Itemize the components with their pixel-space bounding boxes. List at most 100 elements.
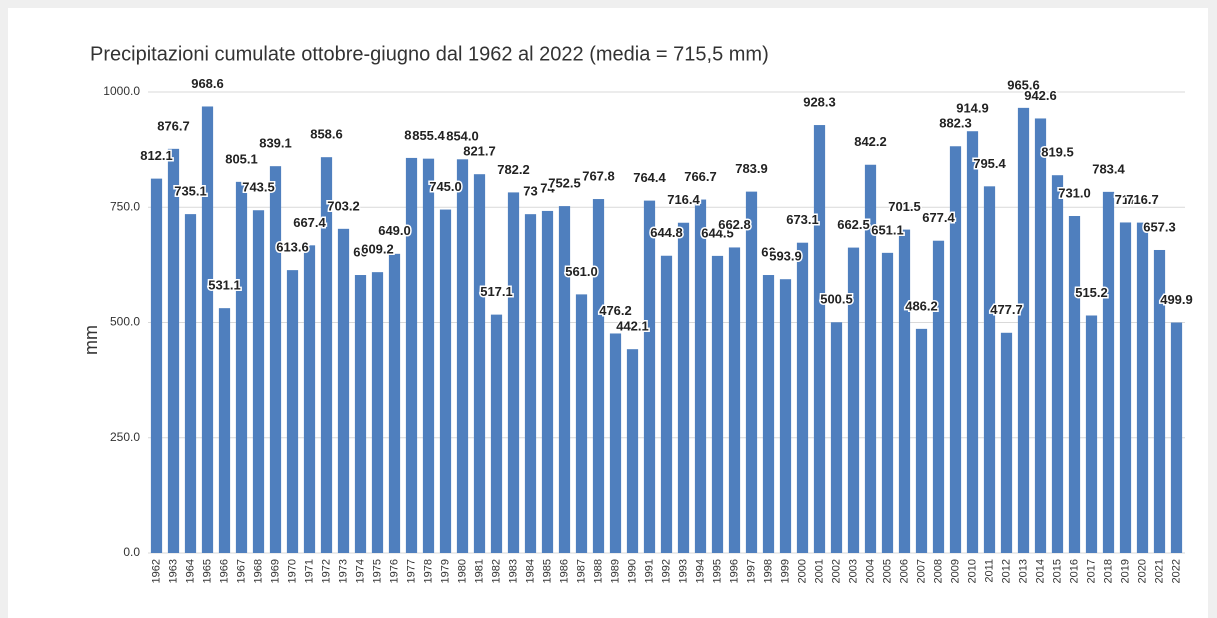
data-label: 914.9 [956, 101, 989, 116]
data-label: 644.5 [701, 225, 734, 240]
data-label: 855.4 [412, 128, 445, 143]
bar [864, 164, 877, 554]
bar [490, 314, 503, 553]
y-tick-label: 750.0 [110, 199, 140, 213]
x-tick-label: 2003 [847, 559, 859, 583]
bar [694, 199, 707, 553]
bar [1136, 222, 1149, 553]
data-label: 731.0 [1058, 185, 1091, 200]
x-tick-label: 1996 [728, 559, 740, 583]
bar [898, 229, 911, 553]
x-tick-label: 1965 [201, 559, 213, 583]
x-tick-label: 2021 [1153, 559, 1165, 583]
x-tick-label: 1991 [643, 559, 655, 583]
bar [915, 328, 928, 553]
x-tick-label: 2012 [1000, 559, 1012, 583]
bar [1034, 118, 1047, 554]
bar [1000, 332, 1013, 553]
bar [983, 186, 996, 553]
x-tick-label: 1999 [779, 559, 791, 583]
data-label: 442.1 [616, 319, 649, 334]
data-label: 716.7 [1126, 192, 1159, 207]
bar [167, 148, 180, 553]
bar [847, 247, 860, 553]
x-tick-label: 1968 [252, 559, 264, 583]
x-tick-label: 2013 [1017, 559, 1029, 583]
bar [1119, 222, 1132, 553]
bar [1051, 175, 1064, 553]
x-tick-label: 1988 [592, 559, 604, 583]
bar [541, 210, 554, 554]
bar [728, 247, 741, 553]
bar [1170, 322, 1183, 553]
bar [439, 209, 452, 553]
data-label: 965.6 [1007, 77, 1040, 92]
bar [150, 178, 163, 554]
x-tick-label: 1984 [524, 559, 536, 583]
data-label: 500.5 [820, 292, 853, 307]
bar [252, 210, 265, 553]
data-label: 593.9 [769, 249, 802, 264]
bar [762, 275, 775, 553]
bar [507, 192, 520, 553]
bar [1102, 191, 1115, 553]
bar [1153, 249, 1166, 554]
data-label: 477.7 [990, 302, 1023, 317]
x-tick-label: 1998 [762, 559, 774, 583]
bar [371, 272, 384, 553]
x-tick-label: 1967 [235, 559, 247, 583]
x-tick-label: 1970 [286, 559, 298, 583]
x-tick-label: 1981 [473, 559, 485, 583]
x-tick-label: 1986 [558, 559, 570, 583]
x-tick-label: 2022 [1170, 559, 1182, 583]
bar [184, 214, 197, 553]
data-label: 795.4 [973, 156, 1006, 171]
data-label: 819.5 [1041, 145, 1074, 160]
data-label: 968.6 [191, 76, 224, 91]
data-label: 649.0 [378, 223, 411, 238]
x-tick-label: 1975 [371, 559, 383, 583]
x-tick-label: 1997 [745, 559, 757, 583]
bar [609, 333, 622, 553]
x-tick-label: 2005 [881, 559, 893, 583]
data-label: 517.1 [480, 284, 513, 299]
data-label: 876.7 [157, 118, 190, 133]
bar [354, 275, 367, 553]
bar [813, 125, 826, 553]
data-label: 73 [523, 184, 537, 199]
bar [320, 157, 333, 553]
bar [949, 146, 962, 553]
data-label: 476.2 [599, 303, 632, 318]
x-tick-label: 1972 [320, 559, 332, 583]
y-tick-label: 500.0 [110, 315, 140, 329]
data-label: 662.8 [718, 217, 751, 232]
x-tick-label: 1971 [303, 559, 315, 583]
x-tick-label: 1978 [422, 559, 434, 583]
x-tick-label: 2002 [830, 559, 842, 583]
bar [1068, 216, 1081, 553]
bar [524, 214, 537, 554]
data-label: 515.2 [1075, 285, 1108, 300]
data-label: 561.0 [565, 264, 598, 279]
bar [286, 270, 299, 553]
bar [303, 245, 316, 553]
data-label: 613.6 [276, 240, 309, 255]
data-label: 735.1 [174, 184, 207, 199]
data-label: 783.9 [735, 161, 768, 176]
x-tick-label: 1964 [184, 559, 196, 583]
data-label: 60 [353, 244, 367, 259]
data-label: 651.1 [871, 222, 904, 237]
x-tick-label: 2018 [1102, 559, 1114, 583]
data-label: 673.1 [786, 212, 819, 227]
x-tick-label: 2009 [949, 559, 961, 583]
x-tick-label: 1979 [439, 559, 451, 583]
data-label: 766.7 [684, 169, 717, 184]
data-label: 783.4 [1092, 161, 1125, 176]
data-label: 928.3 [803, 94, 836, 109]
x-tick-label: 1966 [218, 559, 230, 583]
bar [269, 166, 282, 553]
x-tick-label: 1993 [677, 559, 689, 583]
data-label: 85 [404, 127, 418, 142]
